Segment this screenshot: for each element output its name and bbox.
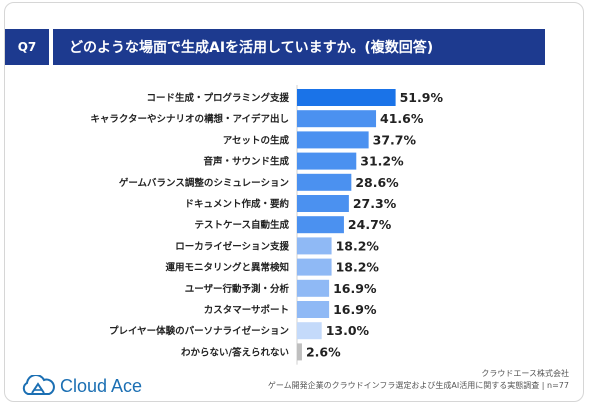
bar (297, 110, 377, 128)
bar (297, 195, 349, 212)
bar (297, 131, 369, 149)
value-label: 13.0% (326, 323, 370, 338)
bar-chart: コード生成・プログラミング支援 51.9% キャラクターやシナリオの構想・アイデア出… (90, 85, 444, 365)
category-label: わからない/答えられない (181, 346, 289, 358)
source-note: クラウドエース株式会社 ゲーム開発企業のクラウドインフラ選定および生成AI活用に… (268, 368, 569, 392)
category-label: コード生成・プログラミング支援 (146, 92, 289, 104)
category-label: プレイヤー体験のパーソナライゼーション (109, 325, 289, 337)
cloud-ace-logo: Cloud Ace (21, 375, 142, 397)
category-label: テストケース自動生成 (194, 219, 289, 231)
bar (297, 216, 344, 234)
bar (297, 89, 396, 106)
question-number-badge: Q7 (5, 29, 49, 65)
bar (297, 301, 330, 318)
value-label: 24.7% (348, 217, 392, 232)
question-title: どのような場面で生成AIを活用していますか。(複数回答) (53, 29, 545, 65)
source-survey: ゲーム開発企業のクラウドインフラ選定および生成AI活用に関する実態調査 | n=… (267, 381, 569, 390)
chart-card: Q7 どのような場面で生成AIを活用していますか。(複数回答) コード生成・プロ… (4, 2, 584, 402)
bar (297, 343, 302, 361)
category-label: ゲームバランス調整のシミュレーション (119, 177, 289, 189)
category-label: キャラクターやシナリオの構想・アイデア出し (90, 113, 289, 125)
bar (297, 322, 322, 340)
value-label: 37.7% (373, 132, 417, 147)
category-label: 運用モニタリングと異常検知 (165, 262, 289, 274)
category-label: ローカライゼーション支援 (175, 240, 289, 252)
value-label: 51.9% (400, 90, 444, 105)
category-label: ユーザー行動予測・分析 (185, 283, 290, 295)
value-label: 2.6% (306, 344, 341, 359)
value-label: 18.2% (336, 238, 380, 253)
source-company: クラウドエース株式会社 (481, 369, 569, 378)
logo-text: Cloud Ace (60, 375, 143, 396)
value-label: 16.9% (333, 302, 377, 317)
bar (297, 258, 332, 276)
chart-rows: コード生成・プログラミング支援 51.9% キャラクターやシナリオの構想・アイデア出… (90, 89, 444, 361)
category-label: ドキュメント作成・要約 (184, 198, 289, 210)
category-label: 音声・サウンド生成 (203, 156, 289, 168)
value-label: 28.6% (355, 175, 399, 190)
bar (297, 152, 357, 170)
value-label: 16.9% (333, 281, 377, 296)
bar (297, 237, 332, 255)
cloud-logo-icon (22, 375, 55, 395)
bar (297, 173, 352, 191)
category-label: アセットの生成 (223, 134, 290, 146)
category-label: カスタマーサポート (204, 304, 289, 316)
value-label: 31.2% (360, 154, 404, 169)
value-label: 27.3% (353, 196, 397, 211)
value-label: 41.6% (380, 111, 424, 126)
bar (297, 279, 330, 297)
value-label: 18.2% (336, 260, 380, 275)
